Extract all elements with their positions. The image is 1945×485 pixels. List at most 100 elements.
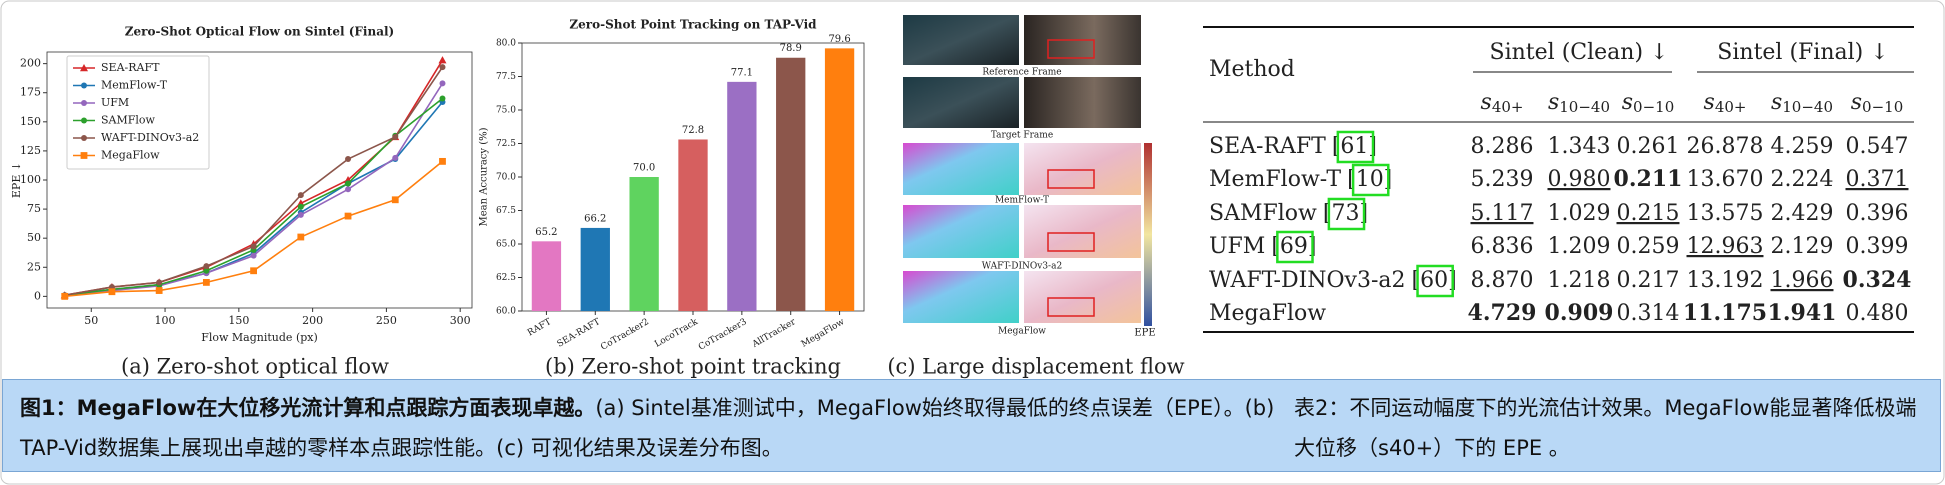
column-symbol: s [1851,90,1862,115]
legend-marker [80,152,88,159]
table-cell: 4.259 [1771,134,1834,159]
table-cell: 0.371 [1846,167,1909,192]
legend-marker [81,82,87,89]
image [903,15,1019,65]
marker [250,243,257,250]
legend-marker [81,117,87,124]
x-tick-label: 150 [228,314,249,327]
table-cell: 0.217 [1617,268,1680,293]
legend-marker [81,100,87,106]
x-tick-label: CoTracker2 [599,317,651,353]
value-label: 77.1 [731,67,753,78]
legend-label: MegaFlow [101,149,160,162]
table-cell: 8.286 [1471,134,1534,159]
x-tick-label: 100 [155,314,176,327]
citation: [10] [1347,167,1392,192]
y-tick-label: 67.5 [496,206,516,216]
marker [203,267,210,274]
table-cell: 4.729 [1468,300,1537,326]
marker [438,56,447,64]
method-name: WAFT-DINOv3-a2 [1209,268,1406,293]
legend-marker [81,135,87,141]
table-cell: 0.259 [1617,234,1680,259]
caption-left: 图1：MegaFlow在大位移光流计算和点跟踪方面表现卓越。(a) Sintel… [20,388,1275,468]
marker [345,156,352,163]
marker [439,64,446,71]
method-name: SAMFlow [1209,201,1317,226]
marker [439,95,446,102]
marker [203,263,210,270]
image-label: MegaFlow [998,327,1046,337]
value-label: 70.0 [633,163,655,174]
highlight-box [1047,39,1095,59]
image [903,143,1019,195]
table-cell: 0.324 [1843,267,1912,293]
subcaption: (c) Large displacement flow [887,355,1184,379]
image [903,205,1019,258]
bar [824,48,855,312]
image-label: Target Frame [991,131,1053,141]
column-subscript: 10−40 [1559,98,1610,116]
y-tick-label: 0 [34,289,41,302]
column-subscript: 0−10 [1862,98,1903,116]
table-cell: 11.175 [1683,300,1767,326]
y-tick-label: 80.0 [496,39,516,49]
value-label: 78.9 [780,43,802,54]
x-tick-label: AllTracker [750,317,798,351]
table-cell: 2.224 [1771,167,1834,192]
table-cell: 0.399 [1846,234,1909,259]
table-header: Method [1209,57,1295,82]
table-cell: 0.547 [1846,134,1909,159]
bar [531,241,562,311]
table-cell: 1.941 [1768,300,1837,326]
x-tick-label: CoTracker3 [697,317,749,353]
table-cell: 0.980 [1548,167,1611,192]
marker [439,157,446,165]
x-tick-label: LocoTrack [653,317,700,350]
y-tick-label: 100 [20,173,41,186]
table-cell: 0.211 [1614,166,1683,192]
table-cell: 1.218 [1548,268,1611,293]
column-header: s40+ [1704,90,1747,116]
table-cell: 8.870 [1471,268,1534,293]
legend-label: WAFT-DINOv3-a2 [101,131,199,144]
value-label: 65.2 [535,227,557,238]
method-name: MegaFlow [1209,301,1326,326]
table-cell: 1.966 [1771,268,1834,293]
column-header: s40+ [1481,90,1524,116]
caption-right: 表2：不同运动幅度下的光流估计效果。MegaFlow能显著降低极端大位移（s40… [1294,396,1917,460]
column-subscript: 40+ [1715,98,1747,116]
marker [344,212,352,220]
image [1024,271,1141,323]
marker [61,292,69,300]
legend-label: UFM [101,96,129,109]
table-cell: 12.963 [1687,234,1764,259]
bar [727,81,757,311]
citation-highlight [1276,230,1314,264]
subcaption: (b) Zero-shot point tracking [545,355,841,379]
group-header: Sintel (Clean) ↓ [1490,40,1669,65]
table-cell: 0.261 [1617,134,1680,159]
y-tick-label: 60.0 [496,307,516,317]
table-cell: 0.480 [1846,301,1909,326]
value-label: 79.6 [828,34,850,45]
x-tick-label: 50 [84,314,98,327]
column-subscript: 0−10 [1633,98,1674,116]
x-tick-label: MegaFlow [800,317,847,350]
table-cell: 0.396 [1846,201,1909,226]
y-tick-label: 70.0 [496,173,516,183]
highlight-box [1047,232,1095,252]
y-tick-label: 75 [27,202,41,215]
marker [297,203,304,210]
bar [678,139,708,311]
column-symbol: s [1548,90,1559,115]
y-tick-label: 150 [20,115,41,128]
citation: [60] [1412,268,1457,293]
x-tick-label: 200 [302,314,323,327]
y-tick-label: 65.0 [496,240,516,250]
caption-bar: 图1：MegaFlow在大位移光流计算和点跟踪方面表现卓越。(a) Sintel… [2,379,1941,472]
table-cell: 1.343 [1548,134,1611,159]
value-label: 72.8 [682,125,704,136]
